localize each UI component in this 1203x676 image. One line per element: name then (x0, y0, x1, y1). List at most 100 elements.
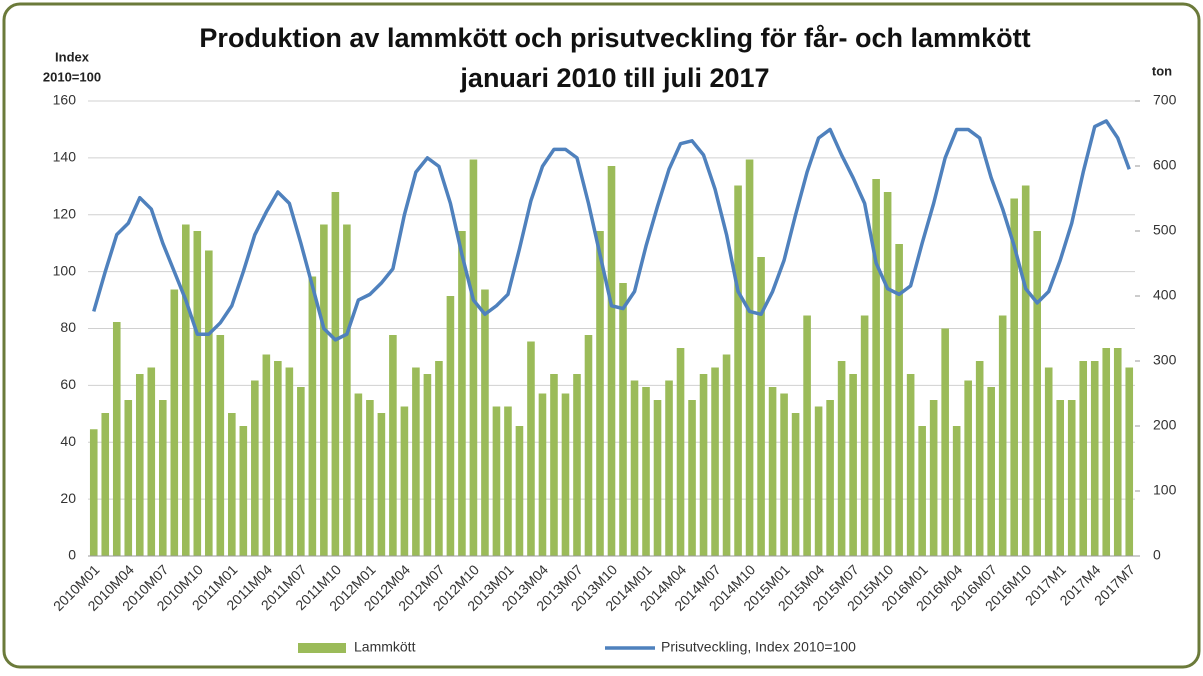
bar (285, 367, 294, 556)
bar (262, 354, 271, 556)
bar (1033, 231, 1042, 556)
y2-tick-label: 300 (1153, 352, 1177, 368)
bar (504, 406, 512, 556)
y-tick-label: 100 (53, 262, 77, 278)
y-axis-title: Index (55, 49, 90, 64)
bar (538, 393, 547, 556)
bar (734, 185, 742, 556)
bar (147, 367, 156, 556)
bar (527, 341, 535, 556)
bar (1079, 361, 1088, 556)
bar (1102, 348, 1111, 556)
bar (929, 400, 938, 556)
bar (596, 231, 604, 556)
bar (435, 361, 443, 556)
bar (607, 166, 616, 556)
bar (458, 231, 466, 556)
bar (722, 354, 731, 556)
bar (423, 374, 432, 556)
bar (561, 393, 570, 556)
bar (216, 335, 225, 556)
bar (630, 380, 639, 556)
bar (377, 413, 386, 556)
bar (745, 159, 754, 556)
bar (975, 361, 984, 556)
bar (1010, 198, 1018, 556)
bar (1067, 400, 1076, 556)
bar (676, 348, 685, 556)
bar (135, 374, 144, 556)
chart-subtitle: januari 2010 till juli 2017 (459, 63, 769, 93)
bar (619, 283, 627, 556)
bar (860, 315, 869, 556)
bar (89, 429, 98, 556)
bar (1113, 348, 1122, 556)
bar (308, 276, 317, 556)
bar (550, 374, 558, 556)
bar (400, 406, 409, 556)
bar (941, 328, 949, 556)
y2-tick-label: 500 (1153, 222, 1177, 238)
chart-title: Produktion av lammkött och prisutvecklin… (199, 23, 1030, 53)
bar (481, 289, 489, 556)
y2-tick-label: 0 (1153, 547, 1161, 563)
bar (964, 380, 972, 556)
bar (814, 406, 823, 556)
bar (274, 361, 282, 556)
bar (1056, 400, 1065, 556)
y-tick-label: 20 (60, 490, 76, 506)
bar (515, 426, 524, 556)
legend-swatch (298, 643, 346, 653)
bar (906, 374, 915, 556)
line (92, 119, 1131, 342)
y2-tick-label: 400 (1153, 287, 1177, 303)
bar (331, 192, 340, 556)
bar (1090, 361, 1099, 556)
bar (239, 426, 248, 556)
bar (205, 250, 213, 556)
bar (803, 315, 811, 556)
bar (872, 179, 880, 556)
bar (711, 367, 719, 556)
y2-axis-title: ton (1152, 63, 1172, 78)
bar (469, 159, 478, 556)
bar (446, 296, 455, 556)
y-tick-label: 120 (53, 205, 77, 221)
y-tick-label: 160 (53, 92, 77, 108)
bar (181, 224, 190, 556)
legend-label: Lammkött (354, 639, 416, 655)
bar (251, 380, 259, 556)
y-tick-label: 140 (53, 149, 77, 165)
legend-label: Prisutveckling, Index 2010=100 (661, 639, 856, 655)
y-axis-title: 2010=100 (43, 69, 101, 84)
y-tick-label: 40 (60, 433, 76, 449)
bar (883, 192, 892, 556)
bar (584, 335, 593, 556)
y2-tick-label: 200 (1153, 417, 1177, 433)
y-tick-label: 0 (68, 547, 76, 563)
bar (998, 315, 1007, 556)
bar (826, 400, 834, 556)
bar (837, 361, 846, 556)
bar (952, 426, 961, 556)
bar (791, 413, 800, 556)
bar (642, 387, 650, 556)
bar (354, 393, 363, 556)
bar (228, 413, 236, 556)
bar (918, 426, 926, 556)
bar (343, 224, 351, 556)
bar (412, 367, 420, 556)
bar (193, 231, 202, 556)
bar (170, 289, 179, 556)
y2-tick-label: 100 (1153, 482, 1177, 498)
bar (849, 374, 857, 556)
bar (768, 387, 777, 556)
bar (757, 257, 765, 556)
bar (653, 400, 662, 556)
bar (320, 224, 328, 556)
bar (1125, 367, 1134, 556)
y2-tick-label: 700 (1153, 92, 1177, 108)
bar (101, 413, 110, 556)
bar (492, 406, 501, 556)
